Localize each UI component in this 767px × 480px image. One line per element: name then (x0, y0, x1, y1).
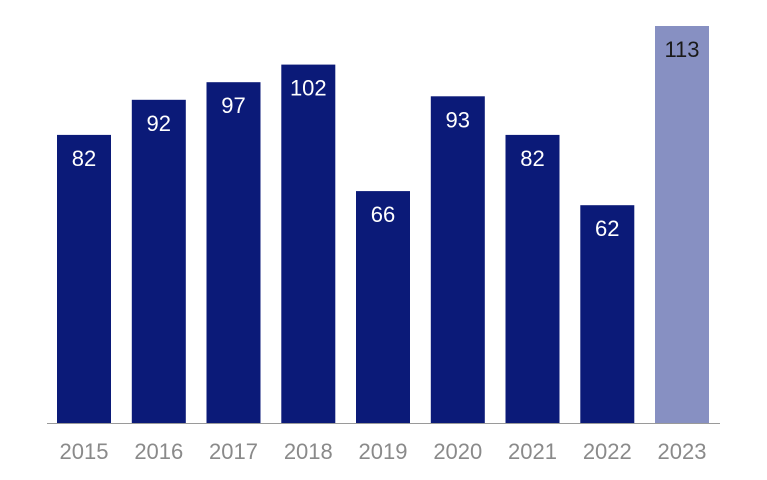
bar-2020 (430, 96, 485, 424)
bar-value-label-2018: 102 (290, 76, 327, 101)
x-tick-label-2022: 2022 (583, 439, 632, 464)
x-tick-label-2021: 2021 (508, 439, 557, 464)
bar-value-label-2015: 82 (72, 146, 96, 171)
x-tick-label-2016: 2016 (134, 439, 183, 464)
bar-2019 (356, 191, 410, 423)
bar-value-label-2023: 113 (664, 37, 699, 62)
bar-2018 (281, 64, 336, 423)
x-tick-label-2017: 2017 (209, 439, 258, 464)
bar-2021 (505, 134, 560, 423)
x-tick-label-2018: 2018 (284, 439, 333, 464)
bar-2016 (131, 99, 186, 424)
bar-value-label-2021: 82 (520, 146, 544, 171)
bar-2023 (655, 26, 709, 423)
x-tick-label-2023: 2023 (658, 439, 707, 464)
x-tick-labels: 2015 2016 2017 2018 2019 2020 2021 2022 2023 (60, 439, 707, 464)
bar-2015 (57, 134, 111, 423)
bar-value-label-2019: 66 (371, 202, 395, 227)
bar-value-label-2020: 93 (446, 107, 470, 132)
x-tick-label-2015: 2015 (60, 439, 109, 464)
bar-2017 (206, 82, 261, 423)
bar-2022 (580, 205, 635, 423)
bar-value-label-2016: 92 (147, 111, 171, 136)
x-tick-label-2019: 2019 (359, 439, 408, 464)
bar-value-label-2022: 62 (595, 216, 619, 241)
bars-layer: 82 92 97 102 66 93 82 62 113 (57, 26, 709, 424)
x-tick-label-2020: 2020 (433, 439, 482, 464)
bar-value-label-2017: 97 (221, 93, 245, 118)
